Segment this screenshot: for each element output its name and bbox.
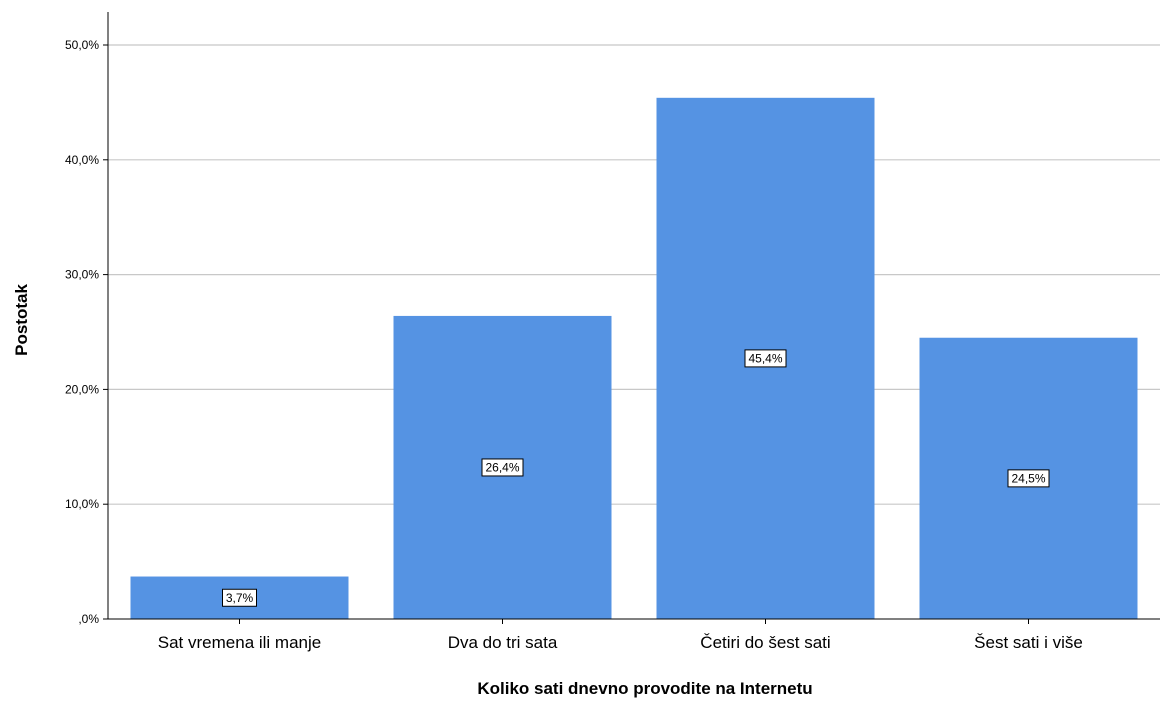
x-tick-label: Šest sati i više — [974, 633, 1083, 652]
y-tick-label: 50,0% — [65, 38, 99, 52]
axis-layer — [103, 12, 1160, 624]
y-tick-label: 30,0% — [65, 268, 99, 282]
data-label: 3,7% — [226, 591, 254, 605]
y-axis-title: Postotak — [12, 284, 31, 356]
data-label: 24,5% — [1011, 471, 1045, 485]
bar-layer — [130, 97, 1138, 620]
data-label-box — [481, 458, 524, 477]
y-tick-label: 40,0% — [65, 153, 99, 167]
data-label-box — [222, 588, 257, 607]
x-tick-label: Četiri do šest sati — [700, 633, 830, 652]
y-tick-label: ,0% — [78, 612, 99, 626]
label-layer: ,0% 10,0% 20,0% 30,0% 40,0% 50,0% 3,7% Sat vrem… — [65, 38, 1083, 652]
y-tick-label: 20,0% — [65, 382, 99, 396]
data-label-box — [1007, 469, 1050, 488]
data-label: 45,4% — [748, 351, 782, 365]
y-tick-label: 10,0% — [65, 497, 99, 511]
x-tick-label: Sat vremena ili manje — [158, 633, 321, 652]
data-label-box — [744, 349, 787, 368]
x-axis-title: Koliko sati dnevno provodite na Internet… — [477, 679, 812, 698]
x-tick-label: Dva do tri sata — [448, 633, 558, 652]
data-label: 26,4% — [485, 460, 519, 474]
